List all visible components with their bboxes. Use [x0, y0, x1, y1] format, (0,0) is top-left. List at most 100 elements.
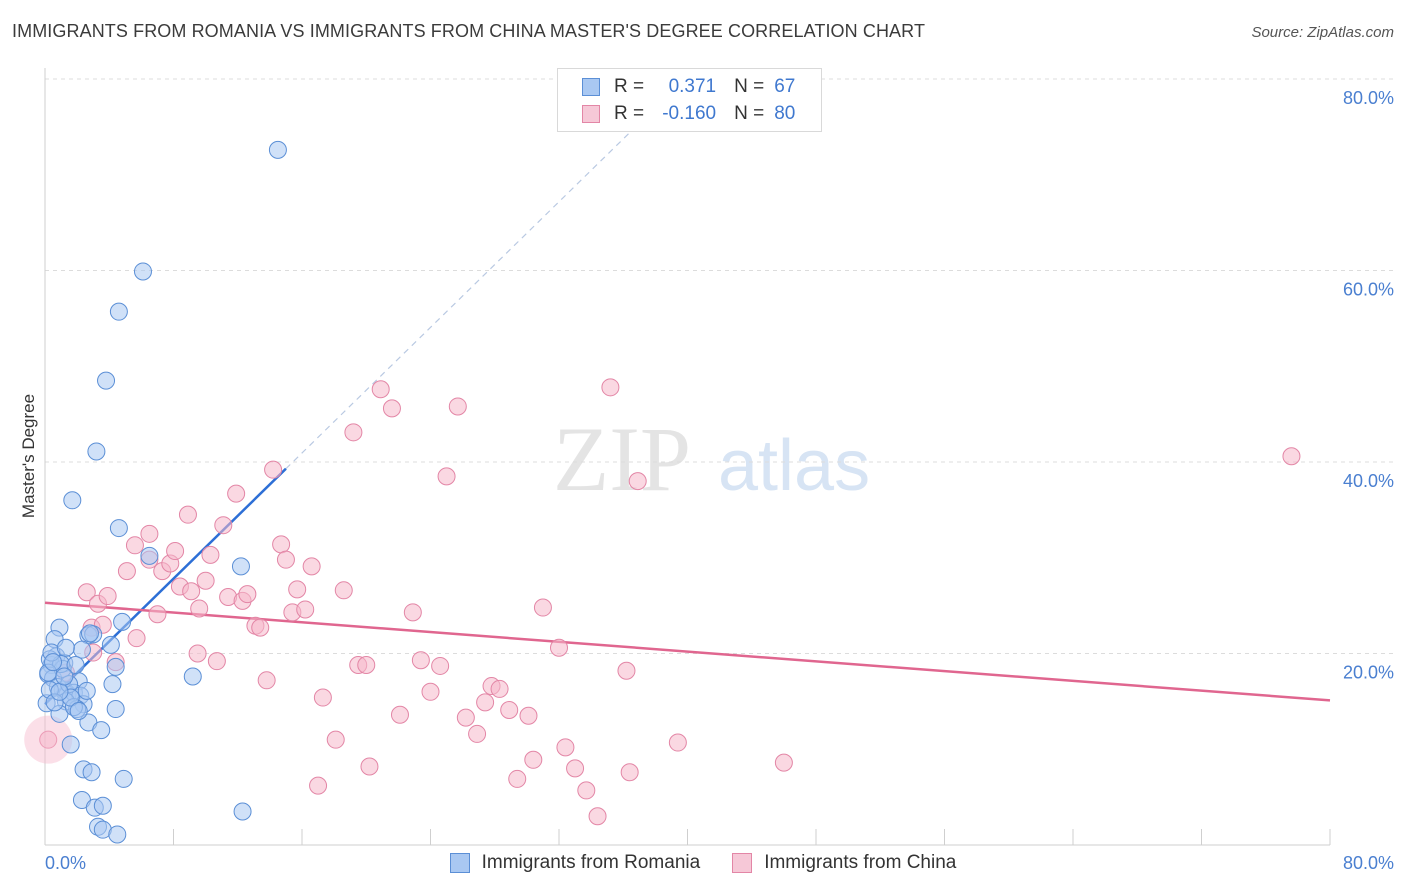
romania-point	[69, 701, 88, 720]
romania-point	[93, 796, 112, 815]
china-point	[188, 644, 207, 663]
china-point	[227, 484, 246, 503]
china-point	[127, 629, 146, 648]
romania-point	[55, 667, 74, 686]
y-tick-label: 80.0%	[1343, 88, 1394, 108]
china-n-label: N =	[734, 103, 765, 124]
romania-point	[87, 442, 106, 461]
romania-point	[231, 557, 250, 576]
axes	[44, 68, 1331, 846]
china-point	[774, 753, 793, 772]
romania-point	[97, 371, 116, 390]
legend-item-romania: Immigrants from Romania	[449, 852, 701, 874]
china-point	[500, 700, 519, 719]
chart-title: IMMIGRANTS FROM ROMANIA VS IMMIGRANTS FR…	[12, 21, 926, 41]
romania-point	[80, 624, 99, 643]
china-point	[313, 688, 332, 707]
china-point	[617, 661, 636, 680]
china-point	[288, 580, 307, 599]
china-point	[276, 550, 295, 569]
china-point	[344, 423, 363, 442]
legend-item-china: Immigrants from China	[732, 852, 956, 874]
correlation-legend: R = 0.371 N = 67 R = -0.160 N = 80	[557, 68, 822, 132]
china-point	[238, 585, 257, 604]
y-tick-label: 40.0%	[1343, 471, 1394, 491]
china-point	[421, 682, 440, 701]
china-point	[508, 769, 527, 788]
china-point	[437, 467, 456, 486]
china-point	[182, 582, 201, 601]
china-point	[601, 378, 620, 397]
china-point	[201, 545, 220, 564]
trend-lines	[44, 99, 1331, 706]
china-point	[257, 671, 276, 690]
china-point	[360, 757, 379, 776]
china-point	[148, 605, 167, 624]
romania-point	[106, 657, 125, 676]
china-point	[39, 730, 58, 749]
romania-legend-label: Immigrants from Romania	[481, 852, 701, 873]
romania-n-value: 67	[774, 76, 796, 97]
china-point	[390, 705, 409, 724]
romania-point	[61, 735, 80, 754]
china-point	[207, 652, 226, 671]
china-point-cluster	[24, 715, 73, 764]
legend-row-china: R = -0.160 N = 80	[582, 101, 795, 127]
china-point	[403, 603, 422, 622]
y-tick-label: 60.0%	[1343, 280, 1394, 300]
romania-point	[140, 546, 159, 565]
china-point	[190, 599, 209, 618]
watermark-atlas: atlas	[718, 426, 870, 506]
china-point	[302, 557, 321, 576]
romania-point	[82, 763, 101, 782]
romania-point	[101, 635, 120, 654]
china-point	[566, 759, 585, 778]
romania-point	[44, 653, 63, 672]
china-point	[334, 581, 353, 600]
romania-legend-swatch	[449, 853, 470, 873]
china-point	[117, 562, 136, 581]
romania-point	[72, 640, 91, 659]
china-point	[296, 600, 315, 619]
china-point	[1282, 447, 1301, 466]
china-point	[577, 781, 596, 800]
china-r-label: R =	[614, 103, 645, 124]
romania-point	[103, 675, 122, 694]
china-r-value: -0.160	[662, 103, 717, 124]
china-point	[620, 763, 639, 782]
romania-point	[133, 262, 152, 281]
china-point	[628, 472, 647, 491]
china-point	[166, 542, 185, 561]
x-tick-label-min: 0.0%	[45, 853, 86, 873]
china-point	[264, 460, 283, 479]
china-point	[519, 706, 538, 725]
data-points	[24, 140, 1301, 844]
romania-point	[233, 802, 252, 821]
china-point	[371, 380, 390, 399]
china-trend-line	[44, 601, 1331, 702]
china-point	[588, 807, 607, 826]
china-legend-swatch	[732, 853, 753, 873]
china-point	[476, 693, 495, 712]
china-point	[77, 583, 96, 602]
romania-swatch	[582, 78, 600, 96]
china-point	[140, 524, 159, 543]
china-point	[456, 708, 475, 727]
china-n-value: 80	[774, 103, 796, 124]
china-point	[468, 724, 487, 743]
china-point	[309, 776, 328, 795]
romania-point	[109, 302, 128, 321]
china-point	[490, 679, 509, 698]
china-point	[326, 730, 345, 749]
china-point	[357, 655, 376, 674]
x-tick-label-max: 80.0%	[1343, 853, 1394, 873]
china-point	[251, 618, 270, 637]
china-point	[98, 587, 117, 606]
romania-point	[77, 681, 96, 700]
china-point	[668, 733, 687, 752]
romania-point	[183, 667, 202, 686]
source-credit: Source: ZipAtlas.com	[1251, 24, 1394, 41]
china-point	[125, 536, 144, 555]
romania-point	[109, 519, 128, 538]
